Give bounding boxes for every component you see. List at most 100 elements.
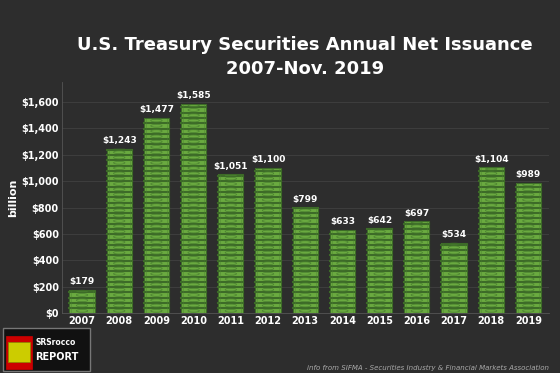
Bar	[106, 181, 132, 186]
Bar	[181, 176, 206, 181]
Bar	[144, 123, 169, 128]
Bar	[181, 239, 206, 245]
Bar	[330, 230, 355, 234]
Bar	[181, 160, 206, 165]
Bar	[144, 155, 169, 160]
Bar	[404, 308, 430, 313]
Bar	[255, 266, 281, 271]
Bar	[144, 118, 169, 123]
Bar	[218, 203, 244, 208]
Bar	[255, 213, 281, 218]
Bar	[181, 107, 206, 112]
Bar	[218, 229, 244, 234]
Bar	[255, 245, 281, 250]
Bar	[292, 266, 318, 271]
Bar	[516, 303, 541, 308]
Bar	[367, 229, 392, 313]
Bar	[330, 292, 355, 297]
Bar	[218, 213, 244, 218]
Bar	[218, 303, 244, 308]
Text: $642: $642	[367, 216, 392, 225]
Text: info from SIFMA - Securities Industry & Financial Markets Association: info from SIFMA - Securities Industry & …	[307, 365, 549, 371]
Bar	[144, 271, 169, 276]
Bar	[478, 208, 504, 213]
Bar	[441, 261, 466, 266]
Bar	[330, 239, 355, 245]
Bar	[516, 229, 541, 234]
Bar	[478, 229, 504, 234]
Bar	[478, 197, 504, 202]
Bar	[181, 266, 206, 271]
Bar	[255, 192, 281, 197]
Bar	[181, 229, 206, 234]
Bar	[292, 213, 318, 218]
Bar	[367, 234, 392, 239]
Text: $989: $989	[516, 170, 541, 179]
Bar	[106, 171, 132, 176]
Bar	[69, 298, 95, 303]
Bar	[144, 266, 169, 271]
Bar	[404, 234, 430, 239]
Bar	[292, 298, 318, 303]
Bar	[330, 308, 355, 313]
Bar	[292, 239, 318, 245]
Bar	[218, 277, 244, 282]
Bar	[516, 203, 541, 208]
Bar	[106, 213, 132, 218]
Bar	[144, 287, 169, 292]
Bar	[144, 277, 169, 282]
Bar	[218, 181, 244, 186]
Bar	[181, 245, 206, 250]
Bar	[404, 229, 430, 234]
Bar	[404, 271, 430, 276]
Bar	[367, 261, 392, 266]
Bar	[181, 123, 206, 128]
Bar	[106, 187, 132, 192]
Bar	[181, 139, 206, 144]
Bar	[106, 160, 132, 165]
Bar	[255, 277, 281, 282]
Bar	[478, 287, 504, 292]
Bar	[367, 308, 392, 313]
Bar	[516, 271, 541, 276]
Bar	[441, 271, 466, 276]
Bar	[106, 250, 132, 255]
Bar	[181, 192, 206, 197]
Bar	[106, 261, 132, 266]
Bar	[69, 290, 95, 313]
Bar	[292, 208, 318, 213]
Bar	[292, 224, 318, 229]
Bar	[404, 239, 430, 245]
Bar	[144, 139, 169, 144]
Bar	[330, 234, 355, 239]
Bar	[255, 271, 281, 276]
Bar	[181, 134, 206, 139]
Text: $1,100: $1,100	[251, 155, 285, 164]
Bar	[292, 245, 318, 250]
Text: $1,104: $1,104	[474, 155, 508, 164]
Bar	[478, 181, 504, 186]
Bar	[181, 155, 206, 160]
Bar	[144, 234, 169, 239]
Bar	[69, 292, 95, 297]
Bar	[144, 134, 169, 139]
Bar	[255, 208, 281, 213]
Bar	[478, 303, 504, 308]
Text: $1,477: $1,477	[139, 106, 174, 115]
Bar	[330, 277, 355, 282]
Bar	[441, 282, 466, 287]
Bar	[144, 245, 169, 250]
Bar	[404, 256, 430, 260]
Bar	[255, 250, 281, 255]
Bar	[441, 287, 466, 292]
Bar	[478, 256, 504, 260]
Bar	[255, 234, 281, 239]
Bar	[255, 187, 281, 192]
Text: $534: $534	[441, 230, 466, 239]
Bar	[255, 287, 281, 292]
Bar	[144, 208, 169, 213]
Text: $633: $633	[330, 217, 355, 226]
Bar	[330, 245, 355, 250]
Bar	[441, 243, 466, 313]
Bar	[106, 197, 132, 202]
